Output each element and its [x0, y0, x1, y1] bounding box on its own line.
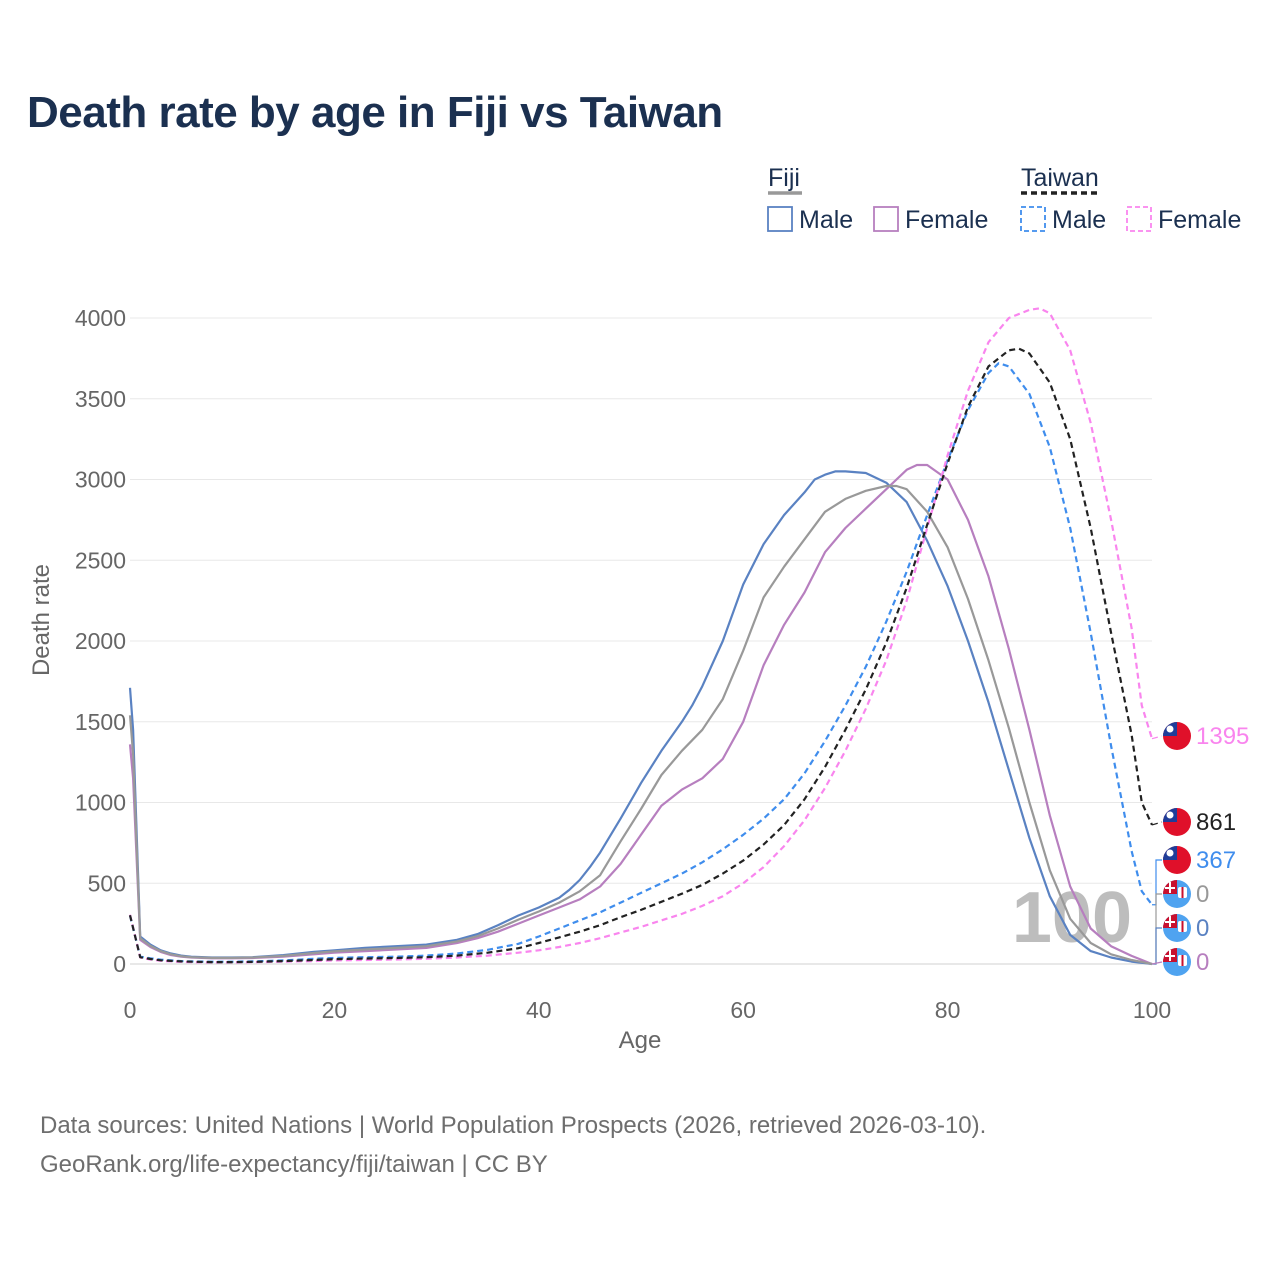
- end-label: 0: [1196, 915, 1209, 942]
- y-tick-label: 0: [113, 951, 126, 977]
- x-axis-title: Age: [619, 1027, 662, 1054]
- legend-item-label[interactable]: Female: [905, 206, 988, 234]
- footer: Data sources: United Nations | World Pop…: [40, 1106, 986, 1184]
- legend-item-label[interactable]: Male: [799, 206, 853, 234]
- end-label: 0: [1196, 949, 1209, 976]
- grid: [130, 317, 1152, 965]
- legend: Fiji Male Female Taiwan Male Female: [767, 164, 1241, 234]
- end-marker-fiji-female: 0: [1151, 948, 1209, 976]
- x-tick-label: 40: [526, 997, 552, 1023]
- end-markers: 1395 861 367 0 0 0: [1151, 722, 1249, 976]
- series-lines: [128, 307, 1154, 966]
- legend-item-label[interactable]: Female: [1158, 206, 1241, 234]
- end-marker-fiji-male: 0: [1152, 914, 1209, 965]
- x-tick-label: 20: [322, 997, 348, 1023]
- x-tick-label: 60: [730, 997, 756, 1023]
- end-label: 367: [1196, 847, 1236, 874]
- series-line-taiwan-both-sexes: [128, 347, 1154, 964]
- x-tick-label: 80: [935, 997, 961, 1023]
- legend-group-title: Fiji: [768, 164, 800, 192]
- legend-swatch[interactable]: [767, 206, 793, 232]
- x-tick-label: 0: [124, 997, 137, 1023]
- series-line-fiji-female: [128, 463, 1153, 966]
- series-line-fiji-both-sexes: [128, 484, 1153, 966]
- legend-item-label[interactable]: Male: [1052, 206, 1106, 234]
- x-axis-ticks: 0 20 40 60 80 100: [124, 997, 1172, 1023]
- series-line-taiwan-female: [128, 307, 1154, 964]
- y-tick-label: 1000: [75, 790, 126, 816]
- y-axis-ticks: 0 500 1000 1500 2000 2500 3000 3500 4000: [75, 305, 126, 977]
- end-label: 861: [1196, 809, 1236, 836]
- legend-group-title: Taiwan: [1021, 164, 1099, 192]
- y-tick-label: 3500: [75, 386, 126, 412]
- series-line-fiji-male: [128, 470, 1153, 966]
- end-label: 0: [1196, 881, 1209, 908]
- footer-source: Data sources: United Nations | World Pop…: [40, 1112, 987, 1139]
- legend-swatch[interactable]: [873, 206, 899, 232]
- y-tick-label: 1500: [75, 709, 126, 735]
- chart-title: Death rate by age in Fiji vs Taiwan: [27, 88, 723, 137]
- y-tick-label: 2500: [75, 547, 126, 573]
- y-tick-label: 3000: [75, 467, 126, 493]
- series-line-taiwan-male: [128, 362, 1153, 963]
- end-label: 1395: [1196, 723, 1249, 750]
- y-axis-title: Death rate: [28, 564, 55, 676]
- legend-swatch[interactable]: [1020, 206, 1046, 232]
- x-tick-label: 100: [1133, 997, 1171, 1023]
- end-marker-taiwan-female: 1395: [1151, 722, 1249, 750]
- legend-swatch[interactable]: [1126, 206, 1152, 232]
- y-tick-label: 4000: [75, 305, 126, 331]
- y-tick-label: 500: [88, 870, 126, 896]
- y-tick-label: 2000: [75, 628, 126, 654]
- footer-link[interactable]: GeoRank.org/life-expectancy/fiji/taiwan …: [40, 1151, 548, 1178]
- end-marker-taiwan-male: 367: [1152, 846, 1236, 906]
- end-marker-taiwan-both-sexes: 861: [1151, 808, 1236, 836]
